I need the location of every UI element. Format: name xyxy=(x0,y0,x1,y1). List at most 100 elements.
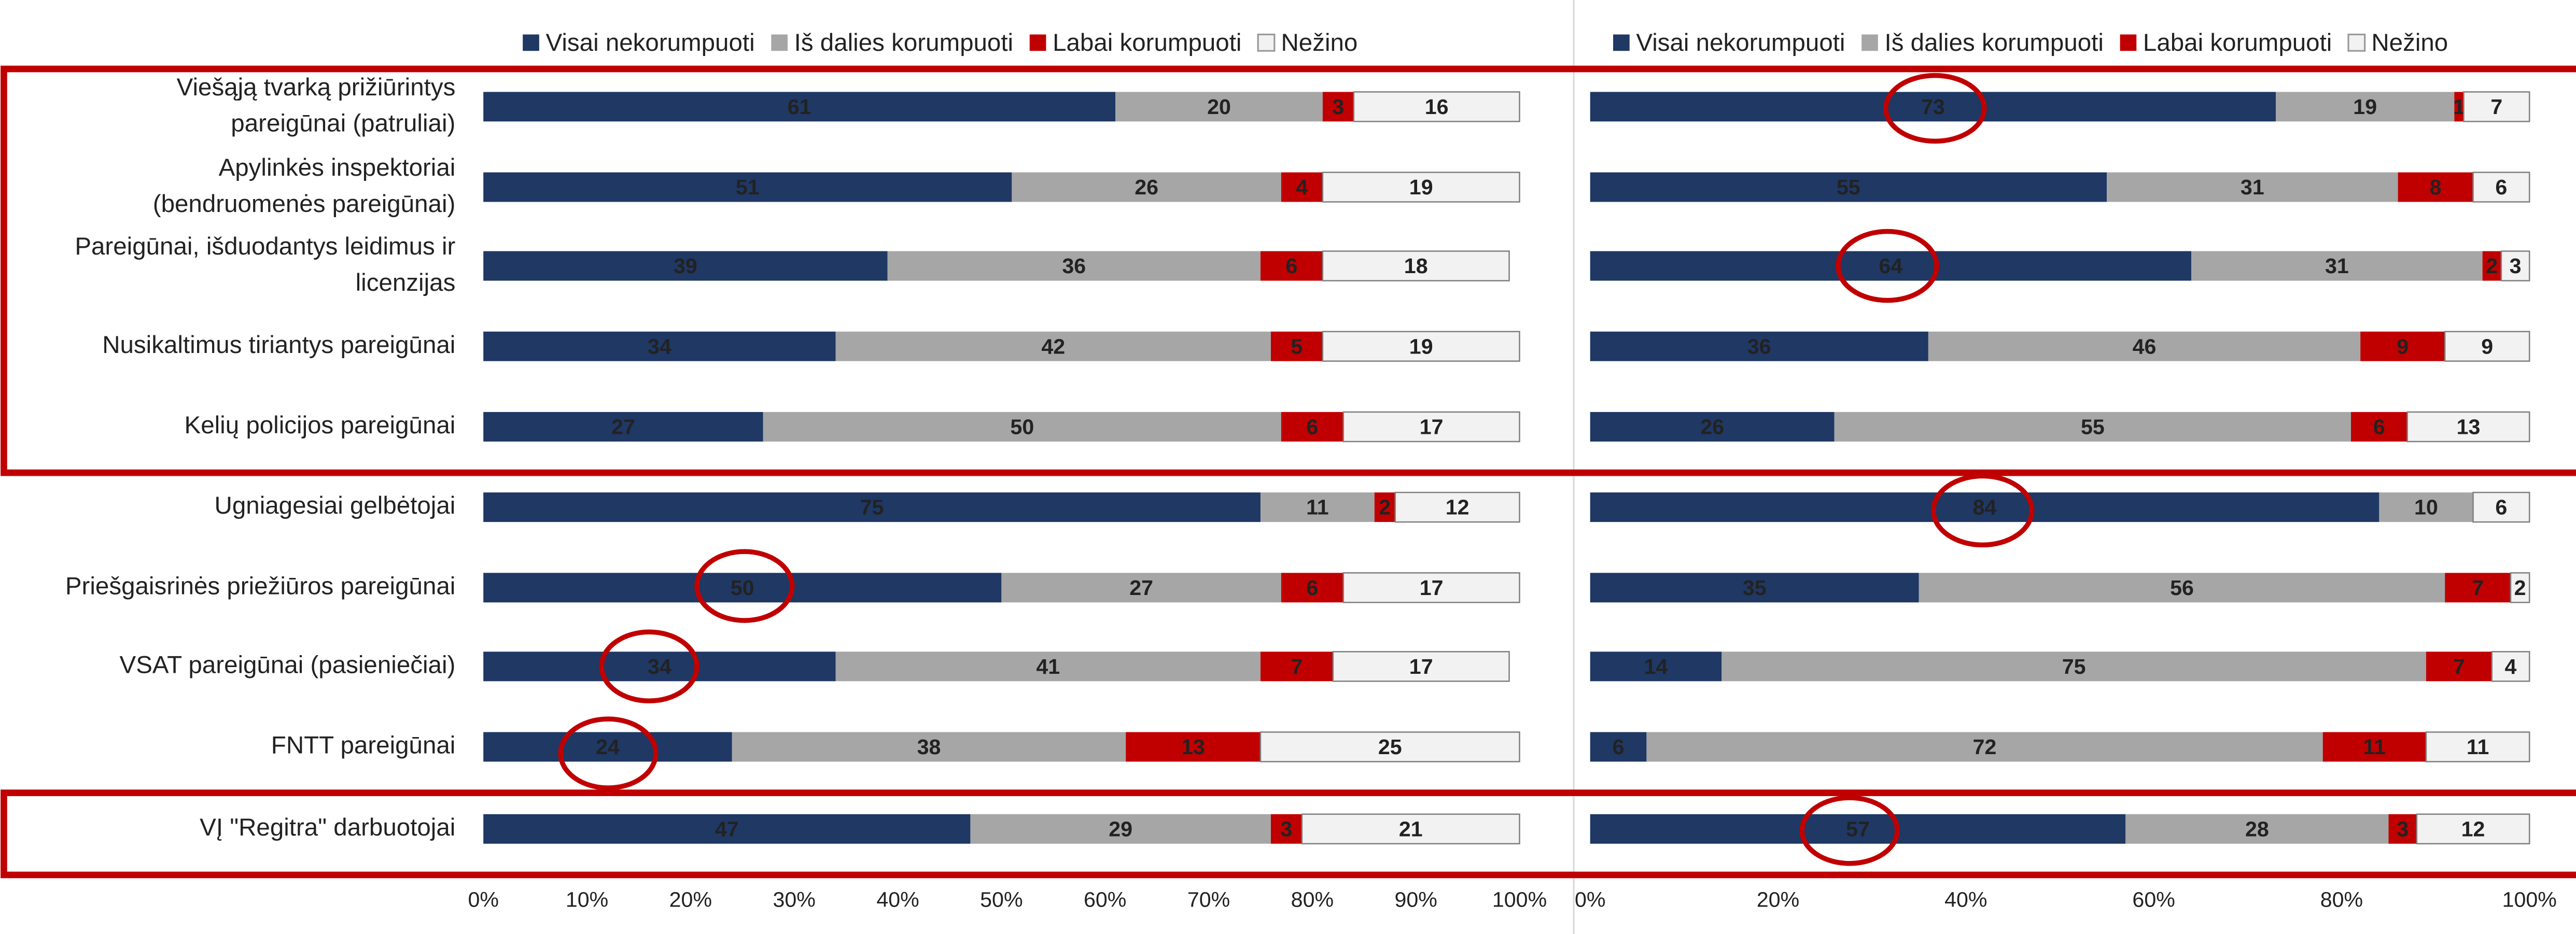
category-label: Viešąją tvarką prižiūrintys pareigūnai (p… xyxy=(177,74,456,137)
bar-segment xyxy=(2500,250,2530,281)
bar-segment xyxy=(2444,331,2530,362)
x-tick-label: 90% xyxy=(1395,888,1437,912)
data-label: 75 xyxy=(2062,655,2086,678)
bar-segment xyxy=(1590,652,1722,682)
data-label: 28 xyxy=(2245,817,2269,841)
legend-swatch xyxy=(1029,34,1046,51)
data-label: 27 xyxy=(1129,576,1153,600)
data-label: 11 xyxy=(1306,496,1329,519)
bar-segment xyxy=(1590,172,2107,202)
category-label: Kelių policijos pareigūnai xyxy=(185,412,456,439)
bar-segment xyxy=(2379,492,2473,522)
legend-swatch xyxy=(1613,34,1630,51)
bar-segment xyxy=(1322,250,1510,281)
bar-segment xyxy=(2107,172,2398,202)
legend-swatch xyxy=(1257,33,1276,52)
legend-label: Visai nekorumpuoti xyxy=(1636,29,1845,56)
data-label: 13 xyxy=(1181,735,1205,759)
data-label: 4 xyxy=(2505,655,2517,678)
data-label: 75 xyxy=(860,496,884,519)
bar-segment xyxy=(1012,172,1281,202)
x-tick-label: 0% xyxy=(1575,888,1605,912)
data-label: 31 xyxy=(2241,175,2264,199)
bar-segment xyxy=(1322,331,1520,362)
data-label: 51 xyxy=(736,175,760,199)
data-label: 55 xyxy=(2081,415,2105,438)
data-label: 36 xyxy=(1747,334,1771,358)
category-label: Apylinkės inspektoriai (bendruomenės pare… xyxy=(153,154,456,218)
data-label: 1 xyxy=(2453,95,2465,119)
data-label: 19 xyxy=(2353,95,2377,119)
bar-segment xyxy=(2416,813,2530,845)
data-label: 6 xyxy=(2495,175,2507,199)
bar-segment xyxy=(1919,573,2445,603)
bar-segment xyxy=(2191,251,2483,281)
data-label: 13 xyxy=(2457,415,2481,438)
x-tick-label: 30% xyxy=(773,888,816,912)
legend-swatch xyxy=(2120,34,2137,51)
legend-label: Labai korumpuoti xyxy=(1053,29,1241,56)
category-label: Nusikaltimus tiriantys pareigūnai xyxy=(102,331,455,359)
data-label: 35 xyxy=(1743,576,1767,600)
bar-segment xyxy=(1590,412,1835,442)
bar-segment xyxy=(1322,92,1354,122)
category-label: FNTT pareigūnai xyxy=(271,732,456,759)
data-label: 7 xyxy=(2472,576,2484,600)
data-label: 36 xyxy=(1062,254,1086,278)
x-tick-label: 80% xyxy=(2320,888,2363,912)
data-label: 11 xyxy=(2467,735,2489,759)
data-label: 6 xyxy=(1306,415,1318,438)
data-label: 6 xyxy=(1306,576,1318,600)
x-tick-label: 40% xyxy=(1944,888,1987,912)
highlight-ellipse xyxy=(1883,73,1987,144)
data-label: 24 xyxy=(596,735,620,759)
bar-segment xyxy=(1834,412,2351,442)
data-label: 7 xyxy=(2453,655,2465,678)
x-tick-label: 0% xyxy=(468,888,498,912)
bar-segment xyxy=(483,331,836,361)
data-label: 16 xyxy=(1425,95,1449,119)
bar-segment xyxy=(1928,331,2361,361)
highlight-ellipse xyxy=(1930,473,2035,548)
bar-segment xyxy=(2360,331,2445,361)
bar-segment xyxy=(1115,92,1323,122)
bar-segment xyxy=(483,172,1012,202)
bar-segment xyxy=(1281,172,1323,202)
category-label: VSAT pareigūnai (pasieniečiai) xyxy=(120,651,456,678)
bar-segment xyxy=(1353,91,1520,122)
data-label: 6 xyxy=(2373,415,2385,438)
bar-segment xyxy=(2406,411,2530,443)
bar-segment xyxy=(2510,572,2530,603)
legend-label: Nežino xyxy=(2371,29,2448,56)
bar-segment xyxy=(2388,814,2417,844)
legend-label: Visai nekorumpuoti xyxy=(546,29,755,56)
bar-segment xyxy=(1001,573,1281,603)
data-label: 64 xyxy=(1879,254,1903,278)
bar-segment xyxy=(1270,331,1323,361)
bar-segment xyxy=(2426,652,2492,682)
bar-segment xyxy=(2398,172,2473,202)
x-tick-label: 50% xyxy=(980,888,1023,912)
data-label: 29 xyxy=(1109,817,1132,841)
legend-swatch xyxy=(1861,34,1878,51)
data-label: 21 xyxy=(1399,817,1423,841)
bar-segment xyxy=(483,251,888,281)
legend-label: Iš dalies korumpuoti xyxy=(1885,29,2104,56)
data-label: 26 xyxy=(1135,175,1158,199)
data-label: 61 xyxy=(788,95,811,119)
data-label: 39 xyxy=(674,254,697,278)
x-tick-label: 20% xyxy=(669,888,712,912)
bar-segment xyxy=(2425,731,2530,762)
highlight-box xyxy=(1,789,2576,879)
highlight-box xyxy=(1,65,2576,476)
bar-segment xyxy=(1590,331,1928,361)
data-label: 18 xyxy=(1404,254,1428,278)
data-label: 42 xyxy=(1041,334,1065,358)
bar-segment xyxy=(483,573,1002,603)
x-tick-label: 40% xyxy=(876,888,919,912)
data-label: 6 xyxy=(1285,254,1297,278)
data-label: 50 xyxy=(1010,415,1034,438)
x-tick-label: 80% xyxy=(1291,888,1334,912)
data-label: 3 xyxy=(2510,254,2522,278)
